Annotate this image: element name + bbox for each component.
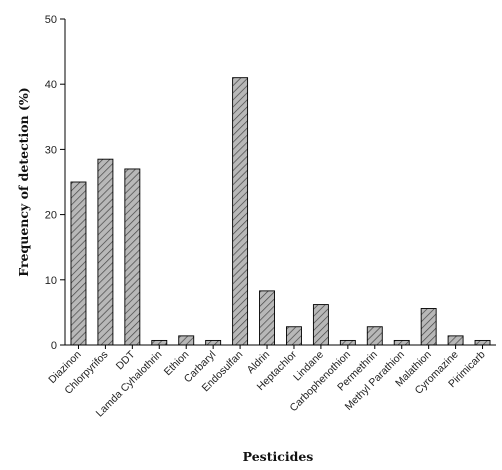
y-axis: 0 10 20 30 40 50 <box>45 14 66 352</box>
x-tick-label: DDT <box>114 348 138 372</box>
bar-lamda-cyhalothrin <box>151 339 168 346</box>
bar-permethrin <box>366 326 383 346</box>
bar-lindane <box>312 304 329 346</box>
y-tick-label: 40 <box>45 79 57 91</box>
bar-ethion <box>178 335 195 346</box>
y-tick-label: 50 <box>45 14 57 26</box>
y-tick-label: 10 <box>45 275 57 287</box>
bar-aldrin <box>259 290 275 346</box>
y-tick-label: 20 <box>45 210 57 222</box>
bar-endosulfan <box>232 77 249 346</box>
y-axis-title: Frequency of detection (%) <box>16 87 31 276</box>
bar-malathion <box>420 308 437 346</box>
bar-chlorpyrifos <box>97 158 114 346</box>
bars-group <box>70 77 491 346</box>
bar-diazinon <box>70 181 87 346</box>
bar-methyl-parathion <box>393 339 410 346</box>
bar-carbaryl <box>205 339 222 346</box>
bar-pirimicarb <box>474 339 491 346</box>
x-axis-title: Pesticides <box>243 449 314 464</box>
bar-carbophenothion <box>339 339 356 346</box>
bar-heptachlor <box>286 326 302 346</box>
bar-cyromazine <box>447 335 464 346</box>
y-tick-label: 0 <box>51 340 57 352</box>
y-tick-label: 30 <box>45 144 57 156</box>
bar-ddt <box>124 168 141 346</box>
